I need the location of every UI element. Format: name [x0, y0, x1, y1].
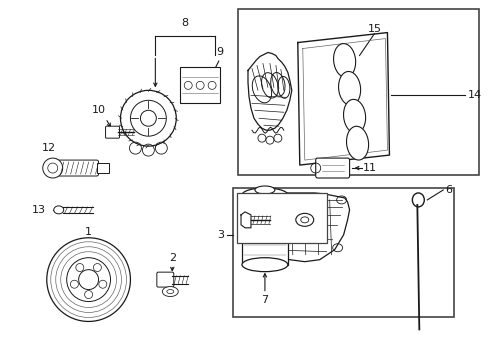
Text: 2: 2 [169, 253, 176, 263]
Text: 11: 11 [363, 163, 376, 173]
Text: 12: 12 [42, 143, 56, 153]
FancyBboxPatch shape [316, 158, 349, 178]
Circle shape [47, 238, 130, 321]
Bar [180, 67, 220, 103]
Text: 9: 9 [217, 48, 223, 58]
FancyBboxPatch shape [157, 272, 174, 287]
Ellipse shape [162, 287, 178, 297]
Text: 10: 10 [92, 105, 105, 115]
Ellipse shape [339, 72, 361, 105]
Bar [242, 195, 288, 265]
Text: 6: 6 [446, 185, 453, 195]
Ellipse shape [301, 217, 309, 223]
Bar [237, 193, 327, 243]
Circle shape [67, 258, 111, 302]
FancyBboxPatch shape [55, 160, 98, 176]
Text: 8: 8 [182, 18, 189, 28]
Ellipse shape [242, 258, 288, 272]
Bar [238, 9, 479, 175]
Circle shape [141, 110, 156, 126]
Ellipse shape [334, 44, 356, 77]
Text: 13: 13 [32, 205, 46, 215]
Ellipse shape [242, 188, 288, 202]
Text: 3: 3 [218, 230, 224, 240]
Circle shape [78, 270, 98, 289]
Ellipse shape [255, 186, 275, 194]
Text: 14: 14 [468, 90, 482, 100]
Circle shape [43, 158, 63, 178]
Bar [233, 188, 454, 318]
Text: 4: 4 [259, 193, 265, 203]
Ellipse shape [167, 289, 174, 293]
Text: 15: 15 [368, 24, 382, 33]
FancyBboxPatch shape [105, 126, 120, 138]
Text: 5: 5 [317, 213, 323, 223]
Bar [97, 163, 108, 173]
Circle shape [85, 291, 93, 298]
Text: 7: 7 [261, 294, 269, 305]
Circle shape [76, 264, 84, 271]
Text: 1: 1 [85, 227, 92, 237]
Ellipse shape [296, 213, 314, 226]
Circle shape [71, 280, 78, 288]
Ellipse shape [343, 99, 366, 133]
Ellipse shape [346, 126, 368, 160]
Ellipse shape [54, 206, 64, 214]
Circle shape [121, 90, 176, 146]
Circle shape [99, 280, 107, 288]
Circle shape [94, 264, 101, 271]
